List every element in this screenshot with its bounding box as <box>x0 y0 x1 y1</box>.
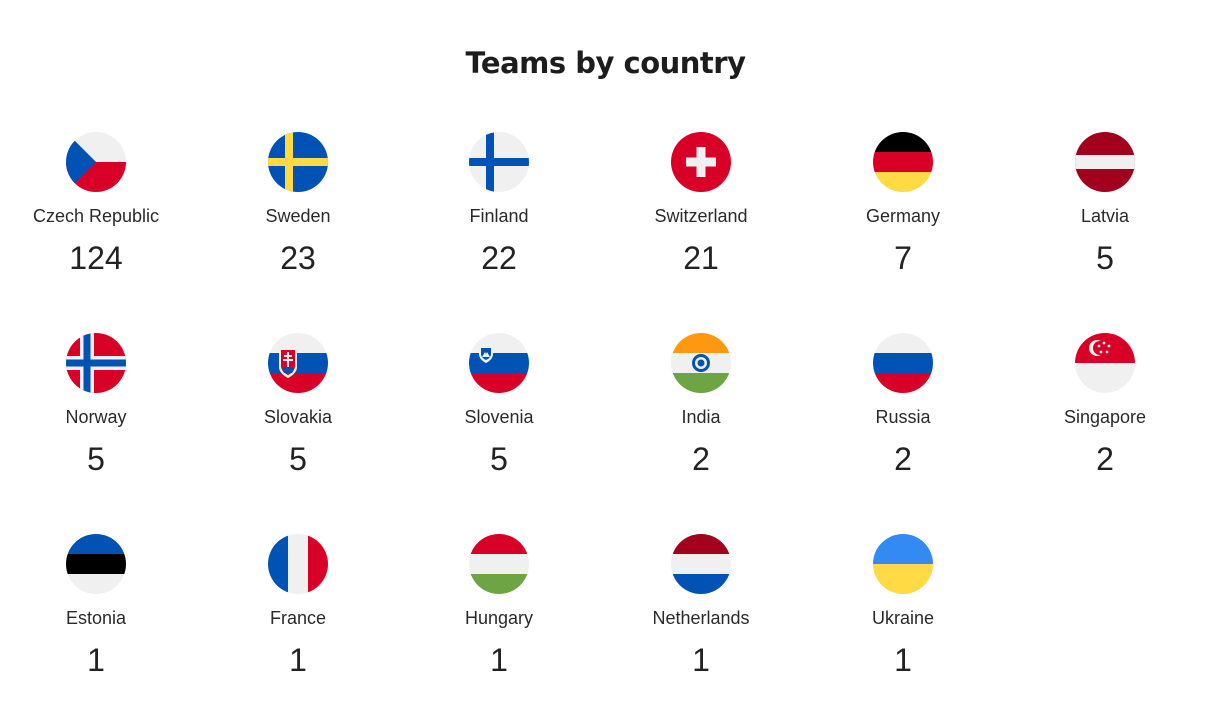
team-count: 1 <box>692 642 710 678</box>
page-title: Teams by country <box>465 46 746 80</box>
country-name: France <box>269 608 327 628</box>
team-count: 5 <box>289 441 307 477</box>
country-card-finland: Finland 22 <box>409 132 589 276</box>
russia-flag-icon <box>873 333 933 393</box>
team-count: 1 <box>894 642 912 678</box>
team-count: 1 <box>289 642 307 678</box>
country-card-singapore: Singapore 2 <box>1015 333 1195 477</box>
country-name: Finland <box>469 206 529 226</box>
country-card-switzerland: Switzerland 21 <box>611 132 791 276</box>
estonia-flag-icon <box>66 534 126 594</box>
country-card-hungary: Hungary 1 <box>409 534 589 678</box>
singapore-flag-icon <box>1075 333 1135 393</box>
country-name: Ukraine <box>871 608 935 628</box>
team-count: 23 <box>280 240 316 276</box>
india-flag-icon <box>671 333 731 393</box>
country-card-germany: Germany 7 <box>813 132 993 276</box>
france-flag-icon <box>268 534 328 594</box>
country-name: Slovenia <box>464 407 534 427</box>
slovenia-flag-icon <box>469 333 529 393</box>
country-name: Norway <box>65 407 127 427</box>
team-count: 21 <box>683 240 719 276</box>
country-name: Russia <box>875 407 931 427</box>
team-count: 1 <box>87 642 105 678</box>
team-count: 2 <box>692 441 710 477</box>
norway-flag-icon <box>66 333 126 393</box>
netherlands-flag-icon <box>671 534 731 594</box>
hungary-flag-icon <box>469 534 529 594</box>
ukraine-flag-icon <box>873 534 933 594</box>
country-name: Slovakia <box>263 407 333 427</box>
country-card-india: India 2 <box>611 333 791 477</box>
country-card-ukraine: Ukraine 1 <box>813 534 993 678</box>
country-name: Netherlands <box>652 608 750 628</box>
czech-republic-flag-icon <box>66 132 126 192</box>
team-count: 2 <box>894 441 912 477</box>
country-card-norway: Norway 5 <box>6 333 186 477</box>
team-count: 22 <box>481 240 517 276</box>
country-name: Hungary <box>464 608 534 628</box>
switzerland-flag-icon <box>671 132 731 192</box>
country-name: Latvia <box>1080 206 1130 226</box>
latvia-flag-icon <box>1075 132 1135 192</box>
team-count: 124 <box>69 240 123 276</box>
sweden-flag-icon <box>268 132 328 192</box>
country-card-russia: Russia 2 <box>813 333 993 477</box>
team-count: 7 <box>894 240 912 276</box>
country-name: Singapore <box>1063 407 1147 427</box>
country-name: Germany <box>865 206 941 226</box>
country-card-netherlands: Netherlands 1 <box>611 534 791 678</box>
finland-flag-icon <box>469 132 529 192</box>
country-card-sweden: Sweden 23 <box>208 132 388 276</box>
country-name: Switzerland <box>654 206 748 226</box>
germany-flag-icon <box>873 132 933 192</box>
team-count: 2 <box>1096 441 1114 477</box>
country-card-czech-republic: Czech Republic 124 <box>6 132 186 276</box>
country-card-slovenia: Slovenia 5 <box>409 333 589 477</box>
team-count: 5 <box>490 441 508 477</box>
team-count: 5 <box>1096 240 1114 276</box>
country-name: Sweden <box>265 206 331 226</box>
slovakia-flag-icon <box>268 333 328 393</box>
country-card-estonia: Estonia 1 <box>6 534 186 678</box>
country-name: Czech Republic <box>32 206 160 226</box>
team-count: 5 <box>87 441 105 477</box>
country-name: Estonia <box>65 608 127 628</box>
country-card-france: France 1 <box>208 534 388 678</box>
country-name: India <box>681 407 721 427</box>
team-count: 1 <box>490 642 508 678</box>
country-card-latvia: Latvia 5 <box>1015 132 1195 276</box>
country-card-slovakia: Slovakia 5 <box>208 333 388 477</box>
